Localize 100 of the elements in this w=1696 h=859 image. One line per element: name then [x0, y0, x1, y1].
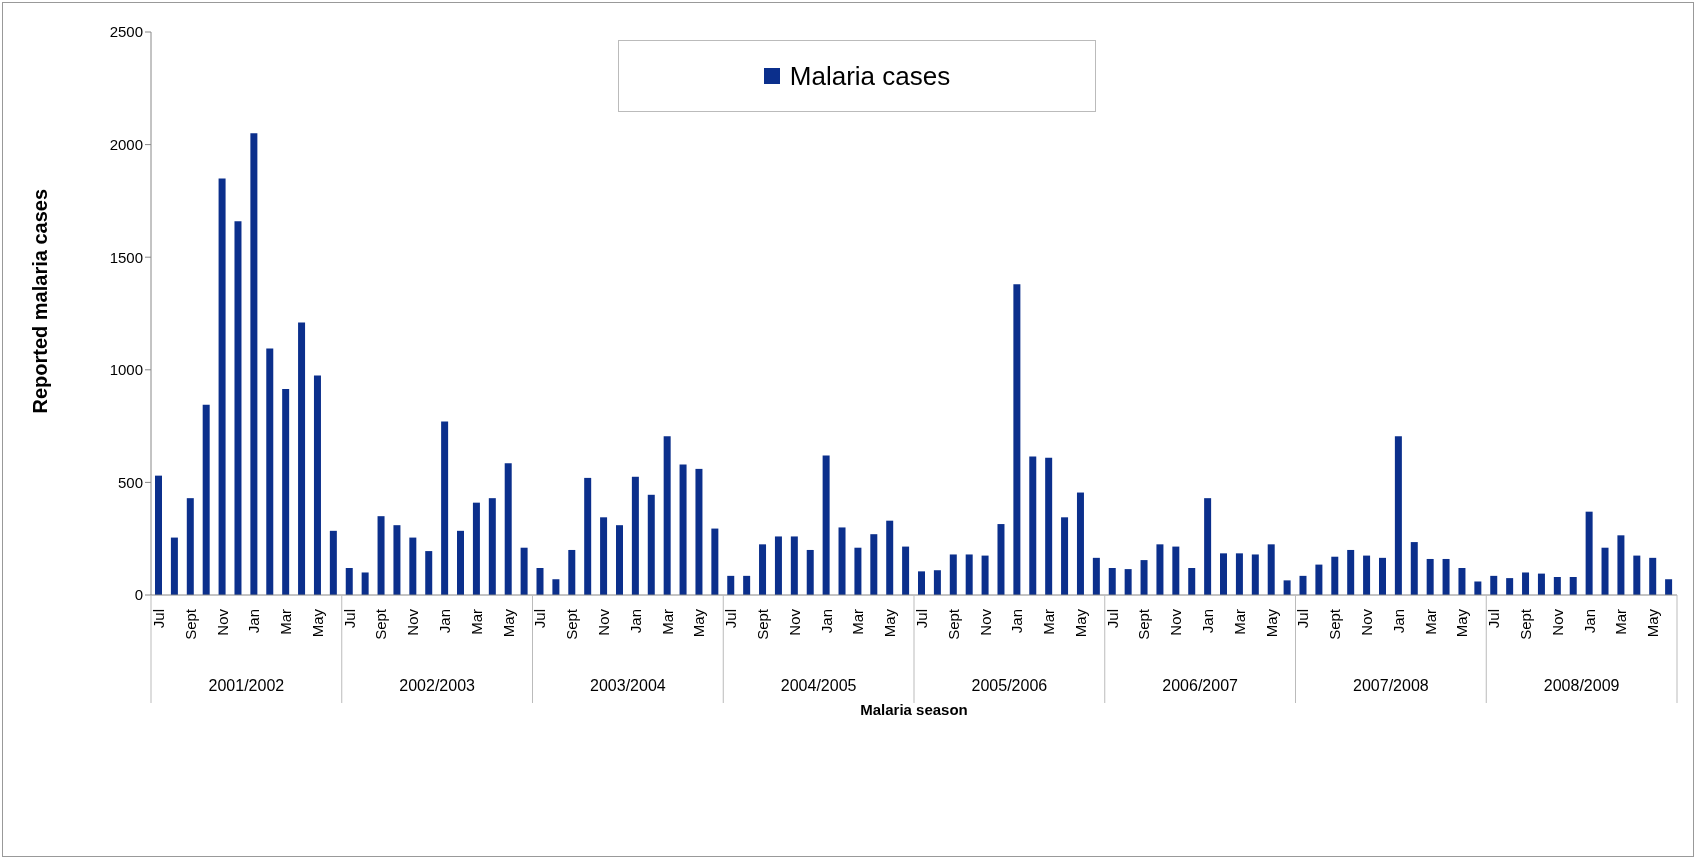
x-tick-label: Nov	[213, 608, 231, 636]
bar	[282, 388, 290, 595]
bar	[1410, 542, 1418, 595]
x-tick-label: Jan	[1199, 609, 1217, 634]
text: 2004/2005	[780, 677, 857, 694]
bar	[409, 537, 417, 595]
y-axis-title: Reported malaria cases	[29, 188, 52, 414]
bar	[1235, 553, 1243, 595]
bar	[838, 527, 846, 595]
x-tick-label: Nov	[976, 608, 994, 636]
bar	[997, 524, 1005, 595]
bar	[393, 525, 401, 595]
x-tick-label: May	[308, 608, 326, 638]
bar	[774, 536, 782, 595]
x-tick-label: Jul	[912, 609, 930, 629]
x-tick-label: Jul	[531, 609, 549, 629]
bar	[218, 178, 226, 595]
bar	[933, 570, 941, 595]
x-tick-label: Mar	[1612, 609, 1630, 635]
text: 2007/2008	[1353, 677, 1429, 694]
bar	[1045, 457, 1053, 595]
bar	[679, 464, 687, 595]
bar	[457, 530, 465, 595]
bar	[1649, 557, 1657, 595]
bar	[1363, 555, 1371, 595]
bar	[202, 404, 210, 595]
bar	[886, 520, 894, 595]
bar	[1188, 567, 1196, 595]
bar	[1617, 535, 1625, 595]
bar	[488, 498, 496, 595]
bar	[981, 555, 989, 595]
bar	[345, 567, 353, 595]
x-tick-label: Jan	[1008, 609, 1026, 634]
x-tick-label: Jul	[722, 609, 740, 629]
bar	[1665, 579, 1673, 595]
bar	[170, 537, 178, 595]
bar	[695, 468, 703, 595]
bar	[1251, 554, 1259, 595]
bar	[1506, 578, 1514, 595]
bar	[155, 475, 162, 595]
bar	[806, 549, 814, 595]
x-tick-label: Jul	[1294, 609, 1312, 629]
bar	[361, 572, 369, 595]
bar	[1633, 555, 1641, 595]
x-axis-title: Malaria season	[860, 701, 968, 718]
bar	[600, 517, 608, 595]
x-tick-label: Sept	[372, 608, 390, 640]
bar	[266, 348, 274, 595]
bar	[1076, 492, 1084, 595]
bar	[536, 567, 544, 595]
text: 2002/2003	[399, 677, 476, 694]
bar	[1331, 556, 1339, 595]
bar	[186, 498, 194, 595]
x-tick-label: Nov	[1548, 608, 1566, 636]
bar	[568, 549, 576, 595]
x-tick-label: May	[1262, 608, 1280, 638]
bar	[631, 476, 639, 595]
bar	[822, 455, 830, 595]
x-tick-label: Nov	[404, 608, 422, 636]
bar	[902, 546, 910, 595]
bar	[1140, 560, 1148, 595]
x-tick-label: Nov	[1167, 608, 1185, 636]
legend-label: Malaria cases	[789, 60, 951, 92]
x-tick-label: Nov	[1358, 608, 1376, 636]
x-tick-label: Mar	[849, 609, 867, 635]
x-tick-label: Jan	[436, 609, 454, 634]
bar	[790, 536, 798, 595]
bar	[1442, 558, 1450, 595]
bar	[615, 525, 623, 595]
x-tick-label: Mar	[467, 609, 485, 635]
bar	[1267, 544, 1275, 595]
y-tick-label: 2000	[109, 135, 143, 153]
bar	[1220, 553, 1228, 595]
bar	[1378, 557, 1386, 595]
text: 2005/2006	[971, 677, 1048, 694]
y-tick-label: 2500	[109, 23, 143, 41]
bar	[711, 528, 719, 595]
y-tick-label: 1000	[109, 361, 143, 379]
x-tick-label: Jul	[149, 609, 167, 629]
x-tick-label: Jul	[1103, 609, 1121, 629]
bar	[313, 375, 321, 595]
x-tick-label: Jan	[1580, 609, 1598, 634]
bar	[1315, 564, 1323, 595]
x-tick-label: May	[1644, 608, 1662, 638]
bar	[1553, 576, 1561, 595]
bar	[1426, 558, 1434, 595]
bar	[1537, 573, 1545, 595]
bar	[298, 322, 306, 595]
bar	[1013, 284, 1021, 595]
x-tick-label: Jul	[340, 609, 358, 629]
x-tick-label: May	[690, 608, 708, 638]
bar	[1585, 511, 1593, 595]
x-tick-label: Sept	[1516, 608, 1534, 640]
bar	[1299, 575, 1307, 595]
x-tick-label: Sept	[181, 608, 199, 640]
bar	[552, 579, 560, 595]
x-tick-label: Jan	[817, 609, 835, 634]
bar	[329, 530, 337, 595]
x-tick-label: Mar	[277, 609, 295, 635]
bar	[663, 436, 671, 595]
